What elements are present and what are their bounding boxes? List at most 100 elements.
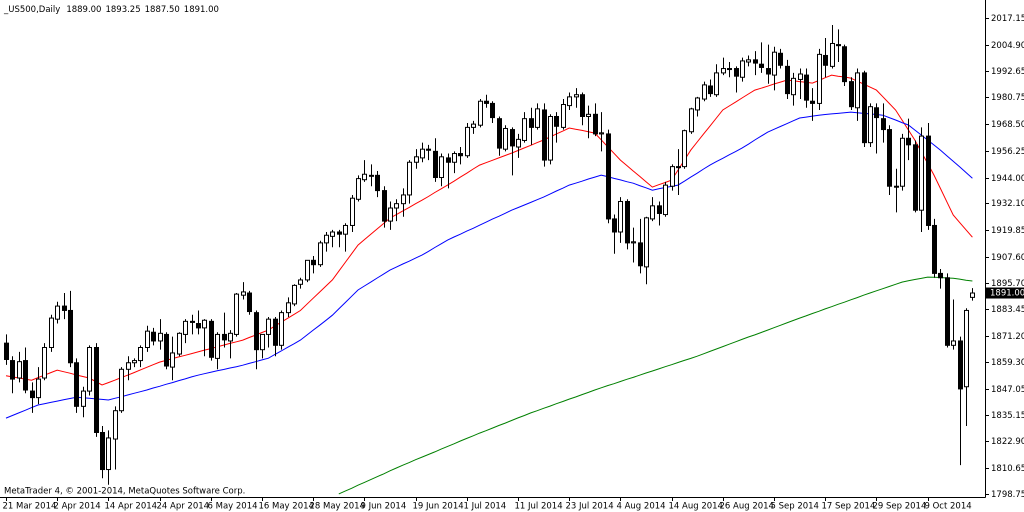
candle-body-up — [586, 113, 591, 117]
candle-body-up — [695, 97, 700, 111]
candle-body-down — [612, 218, 617, 233]
y-tick-label: 1810.65 — [991, 464, 1024, 474]
chart-header: _US500,Daily 1889.00 1893.25 1887.50 1891.00 — [3, 5, 219, 15]
x-tick-label: 26 Aug 2014 — [720, 502, 774, 512]
candle-body-up — [49, 317, 54, 348]
candle-body-up — [132, 360, 137, 364]
y-tick-label: 1859.30 — [991, 358, 1024, 368]
candle-body-down — [4, 342, 9, 360]
x-tick-label: 14 Apr 2014 — [105, 502, 158, 512]
candle-body-down — [913, 144, 918, 211]
candle-body-up — [471, 123, 476, 128]
candle-body-down — [932, 224, 937, 274]
candle-body-down — [94, 346, 99, 433]
y-tick-label: 1907.60 — [991, 253, 1024, 263]
candle-body-up — [228, 332, 233, 342]
candle-body-down — [785, 65, 790, 95]
candle-body-down — [874, 107, 879, 119]
y-tick-label: 1895.70 — [991, 279, 1024, 289]
candle-body-up — [714, 72, 719, 96]
candle-body-up — [17, 361, 22, 379]
candle-body-up — [298, 279, 303, 285]
candle-body-up — [126, 362, 131, 370]
candle-body-down — [862, 72, 867, 144]
candle-body-up — [81, 390, 86, 407]
candle-body-down — [190, 320, 195, 323]
x-tick-label: 2 Apr 2014 — [54, 502, 101, 512]
candle-body-down — [887, 129, 892, 187]
x-tick-label: 16 May 2014 — [259, 502, 314, 512]
moving-average-line — [338, 276, 973, 495]
candle-body-down — [945, 277, 950, 346]
candle-body-up — [522, 118, 527, 141]
x-tick-label: 9 Jun 2014 — [361, 502, 407, 512]
candle-body-up — [465, 126, 470, 157]
candle-body-up — [362, 173, 367, 181]
candle-body-down — [906, 137, 911, 146]
candle-body-down — [529, 118, 534, 128]
candle-body-down — [164, 333, 169, 367]
candle-body-up — [305, 259, 310, 281]
candle-body-up — [535, 108, 540, 128]
candle-body-up — [292, 284, 297, 305]
candle-body-down — [625, 200, 630, 244]
candle-body-up — [791, 77, 796, 96]
candle-body-down — [708, 85, 713, 95]
candle-body-down — [778, 52, 783, 66]
x-tick-label: 19 Jun 2014 — [413, 502, 464, 512]
candle-body-down — [593, 113, 598, 135]
candle-body-up — [478, 100, 483, 126]
candle-body-up — [900, 137, 905, 187]
candle-body-down — [433, 150, 438, 179]
y-tick-label: 1944.00 — [991, 174, 1024, 184]
candle-body-up — [394, 203, 399, 209]
candle-body-up — [420, 148, 425, 159]
candle-body-up — [241, 291, 246, 296]
x-tick-label: 23 Jul 2014 — [566, 502, 614, 512]
candle-body-down — [881, 118, 886, 131]
candle-body-up — [87, 346, 92, 392]
candle-body-down — [554, 115, 559, 127]
candle-body-down — [836, 44, 841, 47]
candle-body-down — [766, 68, 771, 75]
candle-body-up — [439, 156, 444, 179]
candle-body-up — [894, 185, 899, 188]
candle-body-up — [170, 352, 175, 368]
y-tick-label: 1980.75 — [991, 93, 1024, 103]
moving-average-line — [5, 111, 973, 419]
candle-body-up — [145, 330, 150, 348]
x-tick-label: 17 Sep 2014 — [822, 502, 876, 512]
candle-body-down — [446, 157, 451, 163]
candle-body-down — [510, 129, 515, 147]
candle-body-up — [55, 305, 60, 320]
candle-body-up — [721, 68, 726, 74]
candle-body-up — [183, 320, 188, 335]
y-tick-label: 1968.50 — [991, 120, 1024, 130]
candle-body-down — [484, 100, 489, 104]
y-tick-label: 1932.10 — [991, 199, 1024, 209]
candle-body-up — [798, 73, 803, 80]
candle-body-down — [657, 205, 662, 214]
candle-body-up — [644, 217, 649, 268]
copyright: MetaTrader 4, © 2001-2014, MetaQuotes So… — [4, 487, 245, 497]
x-tick-label: 29 Sep 2014 — [873, 502, 927, 512]
candle-body-up — [855, 72, 860, 109]
candle-body-up — [670, 166, 675, 187]
y-tick-label: 1835.15 — [991, 411, 1024, 421]
candle-body-up — [407, 161, 412, 196]
x-tick-label: 4 Aug 2014 — [617, 502, 666, 512]
x-tick-label: 24 Apr 2014 — [157, 502, 210, 512]
candle-body-up — [676, 166, 681, 169]
candle-body-up — [388, 207, 393, 222]
candle-body-up — [689, 108, 694, 133]
candle-body-up — [740, 60, 745, 78]
candle-body-down — [382, 190, 387, 222]
ohlc-high: 1893.25 — [105, 5, 140, 15]
candle-body-up — [682, 130, 687, 168]
candle-body-down — [753, 59, 758, 64]
x-tick-label: 1 Jul 2014 — [464, 502, 507, 512]
candle-body-up — [356, 178, 361, 200]
current-price-label: 1891.00 — [990, 289, 1024, 299]
candle-body-down — [222, 333, 227, 341]
